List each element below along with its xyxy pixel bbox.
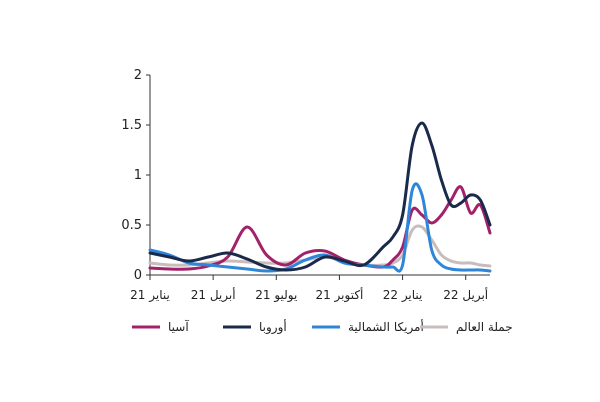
y-tick-label: 2 [134, 68, 142, 83]
y-tick-label: 0 [134, 268, 142, 283]
y-tick-label: 0.5 [121, 218, 142, 233]
x-tick-label: أبريل 22 [443, 287, 488, 303]
series-line-1 [148, 121, 492, 272]
x-tick-label: يوليو 21 [255, 288, 297, 303]
legend-label: آسيا [168, 319, 189, 334]
y-tick-label: 1 [134, 168, 142, 183]
series-line-2 [148, 182, 492, 273]
y-tick-label: 1.5 [121, 118, 142, 133]
legend-label: أوروبا [259, 319, 287, 335]
series-lines [148, 121, 492, 273]
x-tick-label: يناير 21 [130, 288, 170, 303]
x-tick-label: يناير 22 [383, 288, 423, 303]
y-axis: 0 0.5 1 1.5 2 [121, 68, 151, 283]
legend-label: أمريكا الشمالية [348, 319, 424, 335]
legend-label: جملة العالم [456, 320, 513, 334]
x-tick-label: أبريل 21 [191, 287, 236, 303]
legend: آسيا أوروبا أمريكا الشمالية جملة العالم [132, 319, 513, 335]
x-tick-label: أكتوبر 21 [315, 287, 363, 303]
x-axis: يناير 21 أبريل 21 يوليو 21 أكتوبر 21 يناير 2… [130, 274, 490, 303]
